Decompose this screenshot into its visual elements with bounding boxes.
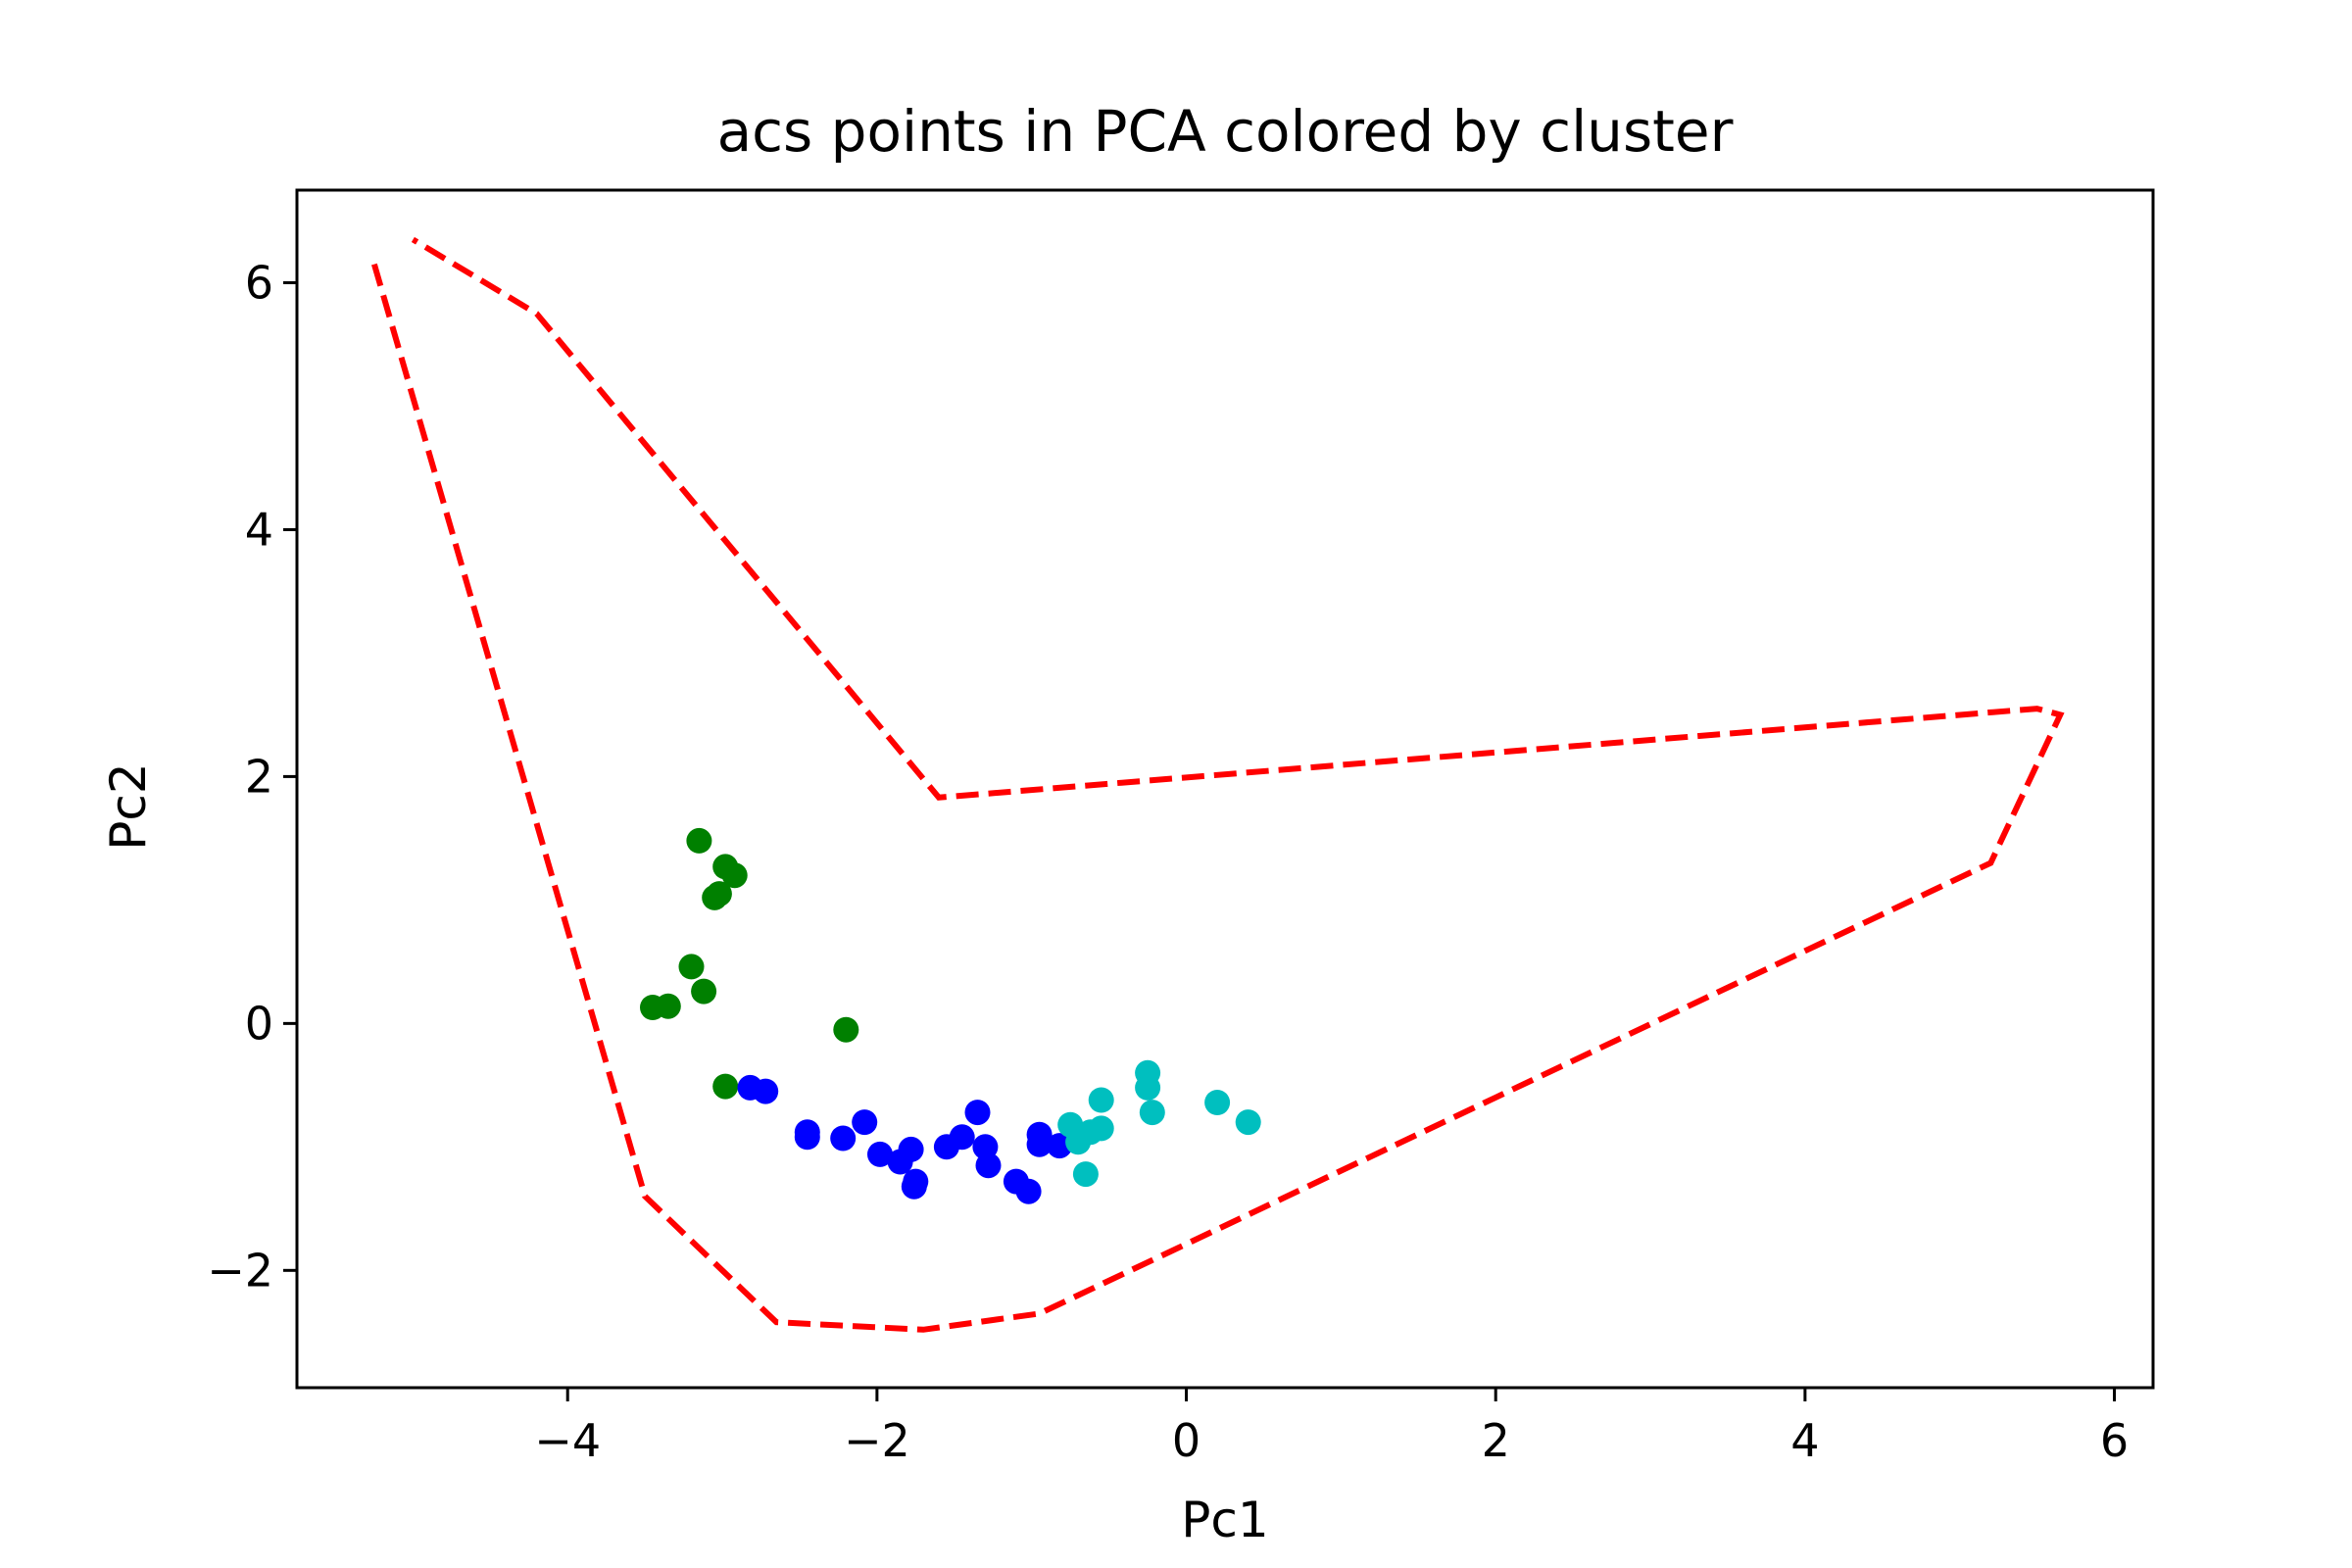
data-point	[1204, 1090, 1231, 1115]
data-point	[1139, 1100, 1165, 1126]
data-point	[830, 1125, 857, 1152]
boundary-line	[371, 236, 2065, 1333]
series-3	[1057, 1059, 1261, 1188]
plot-frame	[295, 188, 2155, 1390]
data-point	[1015, 1178, 1042, 1204]
data-point	[686, 827, 712, 854]
data-point	[898, 1136, 924, 1162]
data-point	[721, 862, 748, 889]
data-point	[794, 1124, 820, 1151]
axis-ticks: −4 −2 0 2 4 6 −2 0 2 4 6	[207, 256, 2129, 1467]
data-point	[712, 1073, 739, 1100]
series-2	[737, 1074, 1073, 1204]
x-axis-label: Pc1	[1181, 1492, 1268, 1548]
x-tick-label: −4	[534, 1414, 601, 1467]
data-point	[1026, 1131, 1053, 1157]
x-tick-label: 6	[2100, 1414, 2129, 1467]
data-point	[949, 1124, 975, 1151]
data-point	[1235, 1109, 1261, 1136]
y-tick-label: −2	[207, 1244, 273, 1297]
y-axis-label: Pc2	[100, 762, 157, 850]
y-tick-label: 6	[245, 256, 273, 309]
data-point	[706, 881, 732, 907]
y-tick-label: 2	[245, 750, 273, 803]
y-tick-label: 0	[245, 997, 273, 1050]
series-1	[640, 827, 859, 1100]
plot-area	[371, 236, 2065, 1333]
data-point	[852, 1109, 878, 1136]
chart-title: acs points in PCA colored by cluster	[717, 98, 1734, 165]
data-point	[1072, 1161, 1099, 1188]
x-tick-label: 0	[1172, 1414, 1200, 1467]
data-point	[867, 1141, 893, 1167]
y-tick-label: 4	[245, 503, 273, 556]
data-point	[753, 1078, 779, 1104]
x-tick-label: 4	[1790, 1414, 1819, 1467]
x-tick-label: −2	[844, 1414, 910, 1467]
data-point	[1088, 1115, 1114, 1142]
data-point	[640, 995, 665, 1020]
data-point	[691, 978, 717, 1004]
data-point	[833, 1016, 859, 1043]
x-tick-label: 2	[1482, 1414, 1510, 1467]
data-point	[901, 1173, 927, 1200]
data-point	[678, 954, 705, 980]
data-point	[1088, 1087, 1114, 1113]
data-point	[964, 1100, 991, 1126]
data-point	[1135, 1074, 1161, 1101]
data-point	[975, 1152, 1002, 1179]
